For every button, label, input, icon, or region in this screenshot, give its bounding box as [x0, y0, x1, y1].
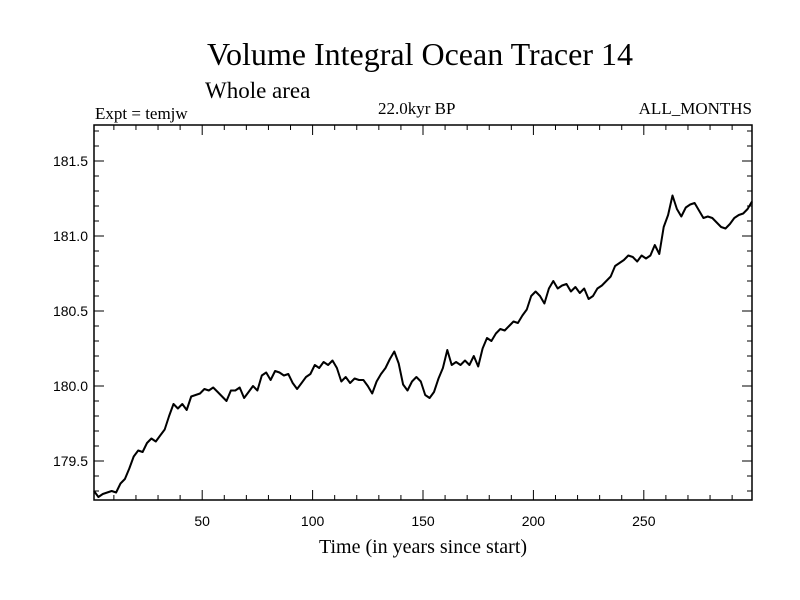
x-tick-label: 100 — [301, 513, 325, 529]
experiment-label: Expt = temjw — [95, 104, 188, 123]
x-tick-label: 200 — [522, 513, 546, 529]
y-tick-label: 181.5 — [53, 153, 88, 169]
y-tick-label: 180.5 — [53, 303, 88, 319]
chart-title: Volume Integral Ocean Tracer 14 — [207, 36, 633, 72]
x-tick-label: 50 — [194, 513, 210, 529]
y-tick-label: 181.0 — [53, 228, 88, 244]
y-tick-label: 180.0 — [53, 378, 88, 394]
x-tick-label: 250 — [632, 513, 656, 529]
x-axis-label: Time (in years since start) — [319, 536, 527, 558]
period-label: 22.0kyr BP — [378, 99, 456, 118]
plot-frame — [93, 124, 753, 501]
chart-subtitle: Whole area — [205, 78, 311, 103]
series-line — [93, 194, 753, 498]
x-tick-label: 150 — [411, 513, 435, 529]
y-tick-label: 179.5 — [53, 453, 88, 469]
axis-tick-labels: 50 100 150 200 250 179.5 180.0 180.5 181.0 181.5 — [53, 153, 656, 529]
axis-ticks — [94, 125, 752, 500]
months-label: ALL_MONTHS — [638, 99, 752, 118]
